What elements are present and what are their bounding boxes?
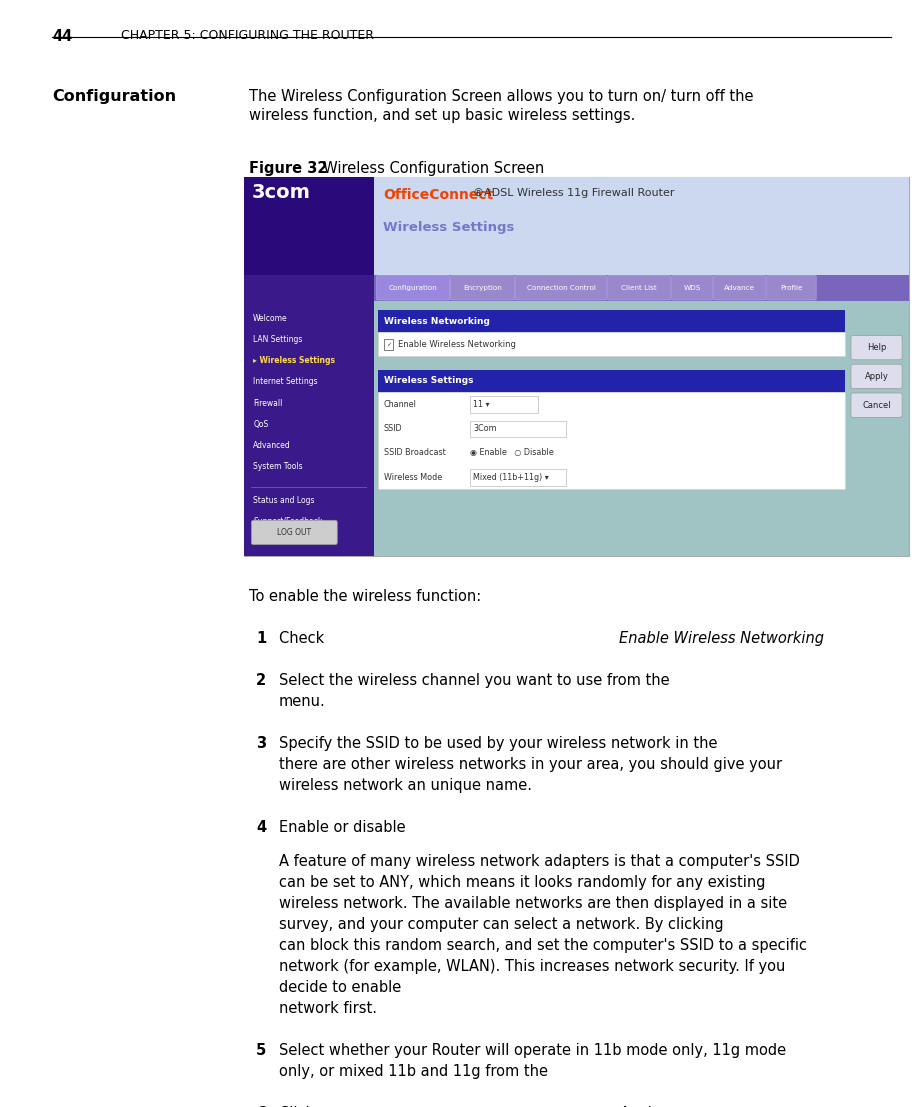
- Text: Apply: Apply: [865, 372, 888, 381]
- Text: Support/Feedback: Support/Feedback: [253, 517, 323, 526]
- Text: survey, and your computer can select a network. By clicking: survey, and your computer can select a n…: [279, 917, 728, 932]
- Text: 3: 3: [256, 736, 266, 752]
- FancyBboxPatch shape: [378, 332, 845, 356]
- Text: Figure 32: Figure 32: [249, 161, 327, 176]
- Text: Select whether your Router will operate in 11b mode only, 11g mode: Select whether your Router will operate …: [279, 1043, 786, 1058]
- FancyBboxPatch shape: [767, 276, 816, 300]
- FancyBboxPatch shape: [378, 370, 845, 392]
- FancyBboxPatch shape: [244, 177, 374, 275]
- Text: Connection Control: Connection Control: [526, 284, 596, 291]
- Text: Mixed (11b+11g) ▾: Mixed (11b+11g) ▾: [473, 473, 549, 482]
- Text: To enable the wireless function:: To enable the wireless function:: [249, 589, 481, 604]
- Text: Encryption: Encryption: [463, 284, 502, 291]
- Text: The Wireless Configuration Screen allows you to turn on/ turn off the: The Wireless Configuration Screen allows…: [249, 89, 753, 104]
- Text: Internet Settings: Internet Settings: [253, 377, 318, 386]
- Text: Wireless Networking: Wireless Networking: [384, 317, 490, 325]
- FancyBboxPatch shape: [470, 396, 538, 413]
- Text: Help: Help: [866, 343, 887, 352]
- Text: Specify the SSID to be used by your wireless network in the: Specify the SSID to be used by your wire…: [279, 736, 722, 752]
- Text: Check: Check: [279, 631, 329, 646]
- Text: Wireless Mode: Wireless Mode: [384, 473, 442, 482]
- Text: network (for example, WLAN). This increases network security. If you: network (for example, WLAN). This increa…: [279, 959, 785, 974]
- Text: can be set to ANY, which means it looks randomly for any existing: can be set to ANY, which means it looks …: [279, 875, 765, 890]
- Text: Advance: Advance: [724, 284, 755, 291]
- Text: only, or mixed 11b and 11g from the: only, or mixed 11b and 11g from the: [279, 1064, 552, 1079]
- Text: Profile: Profile: [781, 284, 802, 291]
- Text: Enable Wireless Networking: Enable Wireless Networking: [399, 340, 516, 349]
- Text: Configuration: Configuration: [388, 284, 438, 291]
- FancyBboxPatch shape: [470, 469, 566, 486]
- Text: OfficeConnect: OfficeConnect: [383, 188, 494, 203]
- FancyBboxPatch shape: [374, 177, 909, 275]
- Text: Enable or disable: Enable or disable: [279, 820, 410, 836]
- FancyBboxPatch shape: [244, 177, 374, 556]
- Text: A feature of many wireless network adapters is that a computer's SSID: A feature of many wireless network adapt…: [279, 853, 800, 869]
- FancyBboxPatch shape: [251, 520, 337, 545]
- Text: 3com: 3com: [251, 183, 310, 201]
- FancyBboxPatch shape: [714, 276, 766, 300]
- Text: LAN Settings: LAN Settings: [253, 335, 303, 344]
- Text: ✓: ✓: [386, 342, 391, 346]
- Text: WDS: WDS: [684, 284, 701, 291]
- Text: 1: 1: [256, 631, 266, 646]
- Text: Select the wireless channel you want to use from the: Select the wireless channel you want to …: [279, 673, 674, 689]
- Text: 44: 44: [52, 29, 72, 44]
- Text: ◉ Enable   ○ Disable: ◉ Enable ○ Disable: [470, 448, 554, 457]
- Text: 2: 2: [256, 673, 266, 689]
- FancyBboxPatch shape: [851, 393, 902, 417]
- Text: network first.: network first.: [279, 1001, 377, 1016]
- FancyBboxPatch shape: [672, 276, 713, 300]
- Text: Advanced: Advanced: [253, 441, 291, 449]
- Text: Configuration: Configuration: [52, 89, 176, 104]
- FancyBboxPatch shape: [851, 335, 902, 360]
- Text: menu.: menu.: [279, 694, 325, 710]
- FancyBboxPatch shape: [451, 276, 515, 300]
- Text: 11 ▾: 11 ▾: [473, 400, 490, 408]
- FancyBboxPatch shape: [374, 275, 909, 301]
- Text: Client List: Client List: [622, 284, 657, 291]
- FancyBboxPatch shape: [851, 364, 902, 389]
- FancyBboxPatch shape: [384, 339, 393, 350]
- Text: QoS: QoS: [253, 420, 269, 428]
- Text: Wireless Settings: Wireless Settings: [383, 221, 515, 235]
- Text: CHAPTER 5: CONFIGURING THE ROUTER: CHAPTER 5: CONFIGURING THE ROUTER: [121, 29, 374, 42]
- Text: ®ADSL Wireless 11g Firewall Router: ®ADSL Wireless 11g Firewall Router: [473, 188, 674, 198]
- Text: wireless network an unique name.: wireless network an unique name.: [279, 778, 532, 794]
- Text: ▸ Wireless Settings: ▸ Wireless Settings: [253, 356, 335, 365]
- Text: 4: 4: [256, 820, 266, 836]
- FancyBboxPatch shape: [470, 421, 566, 437]
- Text: SSID: SSID: [384, 424, 402, 433]
- FancyBboxPatch shape: [515, 276, 607, 300]
- Text: Status and Logs: Status and Logs: [253, 496, 314, 505]
- FancyBboxPatch shape: [378, 392, 845, 489]
- Text: 3Com: 3Com: [473, 424, 497, 433]
- Text: wireless network. The available networks are then displayed in a site: wireless network. The available networks…: [279, 896, 787, 911]
- Text: there are other wireless networks in your area, you should give your: there are other wireless networks in you…: [279, 757, 781, 773]
- Text: LOG OUT: LOG OUT: [277, 528, 312, 537]
- Text: Wireless Settings: Wireless Settings: [384, 376, 473, 385]
- Text: Channel: Channel: [384, 400, 417, 408]
- FancyBboxPatch shape: [377, 276, 450, 300]
- Text: Firewall: Firewall: [253, 399, 282, 407]
- Text: System Tools: System Tools: [253, 462, 303, 470]
- Text: 5: 5: [256, 1043, 266, 1058]
- Text: wireless function, and set up basic wireless settings.: wireless function, and set up basic wire…: [249, 108, 635, 124]
- Text: decide to enable: decide to enable: [279, 980, 406, 995]
- Text: SSID Broadcast: SSID Broadcast: [384, 448, 446, 457]
- Text: Enable Wireless Networking: Enable Wireless Networking: [619, 631, 824, 646]
- Text: can block this random search, and set the computer's SSID to a specific: can block this random search, and set th…: [279, 938, 807, 953]
- Text: Welcome: Welcome: [253, 314, 288, 323]
- FancyBboxPatch shape: [608, 276, 671, 300]
- Text: Wireless Configuration Screen: Wireless Configuration Screen: [314, 161, 545, 176]
- FancyBboxPatch shape: [244, 177, 909, 556]
- Text: Cancel: Cancel: [862, 401, 891, 410]
- FancyBboxPatch shape: [378, 310, 845, 332]
